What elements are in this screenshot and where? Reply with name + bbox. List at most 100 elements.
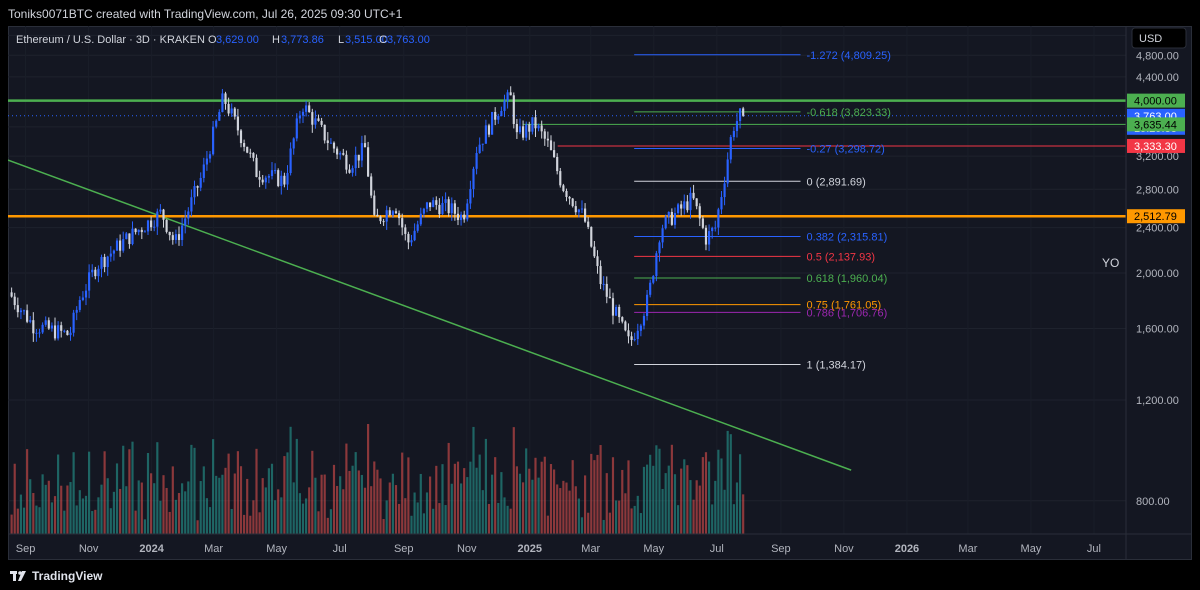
volume-bar (738, 454, 742, 534)
candle-body (559, 171, 562, 186)
currency-button[interactable]: USD (1131, 27, 1187, 49)
candle-body (177, 234, 181, 241)
candle-body (630, 336, 633, 340)
volume-bar (441, 464, 444, 534)
candle-body (422, 208, 425, 214)
price-tick-label: 800.00 (1136, 496, 1170, 508)
volume-bar (311, 450, 314, 534)
candle-body (258, 177, 261, 180)
candle-body (314, 118, 317, 125)
candle-body (190, 197, 193, 212)
volume-bar (717, 449, 720, 534)
volume-bar (125, 486, 128, 534)
volume-bar (506, 505, 509, 534)
price-tick-label: 1,600.00 (1136, 323, 1179, 335)
tradingview-logo[interactable]: TradingView (10, 569, 102, 583)
price-tag-label: 4,000.00 (1134, 96, 1177, 108)
volume-bar (274, 500, 277, 534)
volume-bar (407, 457, 410, 534)
candle-body (63, 330, 66, 332)
candle-body (658, 242, 661, 254)
volume-bar (602, 519, 605, 534)
price-tag-bg (1127, 117, 1185, 132)
candle-body (376, 214, 379, 217)
candle-body (91, 269, 94, 273)
volume-bar (165, 487, 168, 534)
candle-body (205, 158, 208, 165)
candle-body (181, 225, 184, 241)
fibonacci-layer[interactable]: -1.272 (4,809.25) -0.618 (3,823.33) -0.27 … (634, 50, 891, 372)
time-tick-label: Nov (79, 543, 99, 555)
footer-bar: TradingView (0, 562, 1200, 590)
candle-body (633, 339, 636, 341)
candle-body (729, 137, 732, 160)
candle-body (676, 204, 680, 214)
volume-bar (379, 478, 382, 534)
candle-body (453, 203, 456, 214)
volume-bar (614, 500, 618, 534)
candle-body (370, 176, 373, 196)
volume-bar (652, 465, 655, 534)
candle-body (115, 240, 119, 251)
candle-body (419, 213, 422, 225)
volume-bar (246, 478, 249, 534)
volume-bar (171, 466, 174, 534)
price-tag-bg (1127, 209, 1185, 224)
volume-bar (81, 498, 84, 534)
price-tick-label: 3,200.00 (1136, 151, 1179, 163)
candle-body (686, 201, 689, 211)
candle-body (385, 210, 388, 222)
volume-bar (367, 424, 370, 534)
volume-bar (528, 468, 531, 534)
candle-body (94, 269, 97, 277)
volume-bar (463, 468, 466, 534)
volume-bar (546, 515, 549, 534)
candle-body (534, 117, 537, 129)
volume-bar (621, 469, 624, 534)
candle-body (212, 126, 215, 155)
candle-body (624, 321, 627, 331)
volume-bar (91, 511, 94, 534)
volume-bar (314, 477, 317, 534)
volume-bar (370, 486, 373, 534)
volume-bar (75, 505, 78, 534)
candle-body (522, 126, 525, 138)
candle-body (233, 108, 236, 117)
candle-body (444, 199, 447, 203)
volume-bar (363, 487, 367, 534)
header-bar: Toniks0071BTC created with TradingView.c… (0, 0, 1200, 26)
candle-body (50, 325, 53, 329)
fib-level-label: 0.786 (1,706.76) (807, 307, 888, 319)
volume-bar (453, 463, 456, 534)
candle-body (119, 240, 122, 251)
volume-bar (587, 512, 590, 534)
legend-low-label: L (338, 34, 344, 46)
candle-body (391, 211, 394, 216)
candle-body (47, 320, 50, 329)
candle-body (732, 131, 735, 138)
candle-body (109, 253, 112, 257)
currency-label: USD (1139, 33, 1162, 45)
volume-bar (661, 488, 664, 534)
candle-body (301, 111, 305, 116)
candle-body (472, 168, 475, 190)
volume-bar (221, 474, 224, 534)
symbol-legend[interactable]: Ethereum / U.S. Dollar · 3D · KRAKEN O 3… (16, 34, 430, 46)
candle-body (649, 282, 652, 295)
volume-bar (317, 511, 320, 534)
volume-bar (571, 460, 574, 534)
volume-bar (13, 463, 16, 534)
currency-button-bg[interactable] (1131, 27, 1187, 49)
price-tag-label: 2,512.79 (1134, 211, 1177, 223)
grid-layer (8, 26, 1126, 534)
candle-body (286, 173, 289, 185)
candle-body (159, 209, 162, 212)
price-chart[interactable]: -1.272 (4,809.25) -0.618 (3,823.33) -0.27 … (8, 26, 1192, 560)
candle-body (373, 195, 376, 215)
candle-body (478, 144, 481, 154)
volume-bar (329, 509, 332, 534)
yo-annotation: YO (1102, 256, 1119, 270)
candle-body (184, 218, 187, 226)
candle-body (292, 138, 295, 149)
time-axis[interactable]: Sep Nov 2024 Mar May Jul Sep Nov 2025 Mar May Jul Se… (8, 533, 1192, 555)
